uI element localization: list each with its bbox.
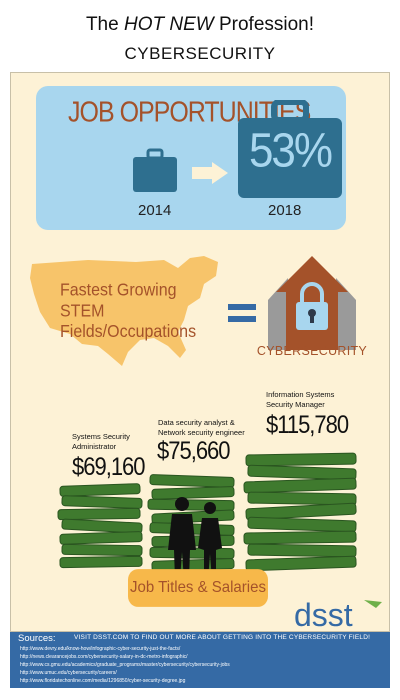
job-title-3-line1: Information Systems (266, 390, 335, 399)
job-title-1-line1: Systems Security (72, 432, 130, 441)
source-link[interactable]: http://www.umuc.edu/cybersecurity/career… (20, 670, 117, 676)
money-stacks-illustration (57, 452, 357, 580)
header: The HOT NEW Profession! CYBERSECURITY (0, 0, 400, 70)
dsst-logo: dsst (294, 597, 382, 632)
arrow-right-icon (192, 162, 228, 184)
source-link[interactable]: http://www.floridatechonline.com/media/1… (20, 678, 186, 684)
money-stack-3 (243, 452, 357, 572)
title-emphasis: HOT NEW (123, 14, 214, 35)
salary-2: $75,660 (157, 436, 231, 465)
job-title-3-line2: Security Manager (266, 400, 325, 409)
salary-1: $69,160 (72, 452, 146, 481)
sources-title: Sources: (18, 633, 56, 644)
visit-dsst-link[interactable]: VISIT DSST.COM TO FIND OUT MORE ABOUT GE… (74, 634, 371, 641)
fastest-growing-text: Fastest Growing STEM Fields/Occupations (60, 280, 210, 343)
money-stack-1 (57, 483, 143, 569)
job-title-2: Data security analyst & Network security… (158, 418, 245, 438)
year-to: 2018 (268, 202, 302, 219)
job-title-2-line2: Network security engineer (158, 428, 245, 437)
us-map-icon (30, 256, 218, 366)
source-link[interactable]: http://www.cs.gmu.edu/academics/graduate… (20, 662, 230, 668)
fastest-growing-line2: STEM Fields/Occupations (60, 302, 197, 342)
job-titles-banner: Job Titles & Salaries (128, 569, 268, 607)
svg-text:dsst: dsst (294, 597, 353, 632)
year-from: 2014 (138, 202, 172, 219)
title-prefix: The (85, 14, 119, 35)
people-silhouettes-icon (168, 497, 222, 580)
equals-icon (228, 304, 256, 322)
source-link[interactable]: http://www.devry.edu/know-how/infographi… (20, 646, 181, 652)
title-suffix: Profession! (218, 14, 315, 35)
job-title-3: Information Systems Security Manager (266, 390, 334, 410)
page-subtitle: CYBERSECURITY (124, 44, 276, 63)
sources-list: http://www.devry.edu/know-how/infographi… (20, 645, 230, 685)
job-title-1-line2: Administrator (72, 442, 117, 451)
source-link[interactable]: http://news.clearancejobs.com/cybersecur… (20, 654, 188, 660)
briefcase-large-icon (238, 100, 342, 198)
fastest-growing-line1: Fastest Growing (60, 281, 177, 300)
job-title-1: Systems Security Administrator (72, 432, 130, 452)
lock-house-icon (268, 256, 356, 350)
briefcase-small-icon (133, 148, 177, 192)
sources-footer (10, 632, 390, 688)
cybersecurity-label: CYBERSECURITY (256, 344, 368, 358)
salary-3: $115,780 (266, 410, 349, 439)
job-title-2-line1: Data security analyst & (158, 418, 235, 427)
page-title: The HOT NEW Profession! (0, 14, 400, 36)
growth-percent: 53% (248, 123, 333, 178)
